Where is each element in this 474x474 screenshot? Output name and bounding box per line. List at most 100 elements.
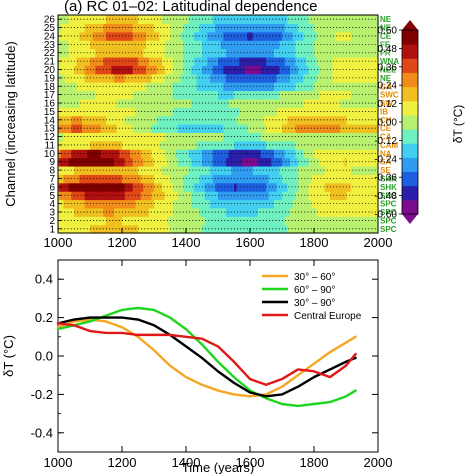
heatmap-cell [90,73,94,83]
heatmap-cell [140,15,144,24]
heatmap-cell [64,165,67,175]
heatmap-cell [212,207,216,217]
heatmap-cell [188,157,192,167]
region-label: SPC [380,216,397,225]
heatmap-cell [324,90,328,100]
heatmap-cell [63,98,66,108]
heatmap-cell [373,90,379,100]
heatmap-cell [92,115,96,125]
heatmap-cell [311,65,315,75]
heatmap-cell [215,157,219,167]
heatmap-cell [338,124,341,133]
heatmap-cell [156,199,160,209]
heatmap-cell [138,191,142,201]
heatmap-cell [266,149,270,159]
heatmap-cell [151,98,155,108]
region-label: CAM [380,141,399,150]
heatmap-cell [215,56,219,66]
heatmap-cell [266,216,270,226]
heatmap-cell [311,48,315,58]
heatmap-x-tick-label: 1000 [44,235,73,250]
heatmap-cell [124,56,128,66]
channel-tick-label: 20 [44,65,56,76]
heatmap-cell [247,48,251,58]
channel-tick-label: 12 [44,132,56,143]
heatmap-cell [116,40,120,50]
heatmap-cell [151,40,155,50]
heatmap-cell [268,132,272,142]
heatmap-cell [103,107,107,117]
heatmap-cell [330,216,334,226]
heatmap-cell [260,107,264,117]
heatmap-cell [183,56,187,66]
heatmap-cell [148,207,152,217]
heatmap-cell [199,199,203,209]
heatmap-cell [183,40,187,50]
heatmap-cell [300,31,304,41]
heatmap-cell [74,115,78,125]
heatmap-cell [244,107,248,117]
heatmap-cell [316,107,320,117]
heatmap-cell [156,82,160,92]
heatmap-cell [284,31,288,41]
heatmap-cell [84,199,88,209]
heatmap-cell [346,98,350,108]
heatmap-cell [279,140,283,150]
heatmap-cell [62,15,64,24]
heatmap-cell [167,48,171,58]
heatmap-cell [135,15,139,24]
heatmap-cell [231,216,235,226]
heatmap-cell [327,98,331,108]
series-line [56,322,357,386]
heatmap-cell [108,149,112,159]
heatmap-cell [116,191,120,201]
heatmap-cell [292,48,296,58]
heatmap-cell [103,174,107,184]
heatmap-cell [124,224,128,234]
channel-tick-label: 22 [44,48,56,59]
heatmap-cell [140,216,144,226]
heatmap-cell [74,132,78,142]
heatmap-cell [266,191,270,201]
heatmap-cell [132,90,136,100]
heatmap-cell [340,23,343,33]
heatmap-cell [106,191,110,201]
heatmap-cell [71,48,75,58]
heatmap-cell [103,15,107,24]
heatmap-cell [63,132,66,142]
heatmap-cell [364,124,370,133]
heatmap-cell [279,73,283,83]
heatmap-cell [279,224,283,234]
heatmap-cell [167,31,171,41]
heatmap-cell [300,216,304,226]
heatmap-cell [298,107,302,117]
heatmap-cell [276,56,280,66]
heatmap-cell [250,216,254,226]
heatmap-cell [234,191,238,201]
heatmap-cell [373,48,379,58]
heatmap-cell [90,115,94,125]
heatmap-cell [172,40,176,50]
heatmap-cell [154,174,158,184]
heatmap-cell [252,90,256,100]
heatmap-cell [167,40,171,50]
heatmap-cell [340,149,343,159]
heatmap-cell [300,182,304,192]
heatmap-cell [364,73,370,83]
heatmap-cell [138,40,142,50]
colorbar-swatch [402,185,418,201]
heatmap-cell [196,165,200,175]
heatmap-cell [154,90,158,100]
heatmap-cell [327,56,331,66]
heatmap-cell [167,90,171,100]
heatmap-cell [138,157,142,167]
heatmap-cell [87,82,91,92]
heatmap-cell [340,124,343,133]
heatmap-cell [276,90,280,100]
heatmap-cell [172,182,176,192]
heatmap-cell [220,90,224,100]
heatmap-cell [228,182,232,192]
heatmap-cell [148,98,152,108]
heatmap-cell [266,182,270,192]
heatmap-cell [103,40,107,50]
